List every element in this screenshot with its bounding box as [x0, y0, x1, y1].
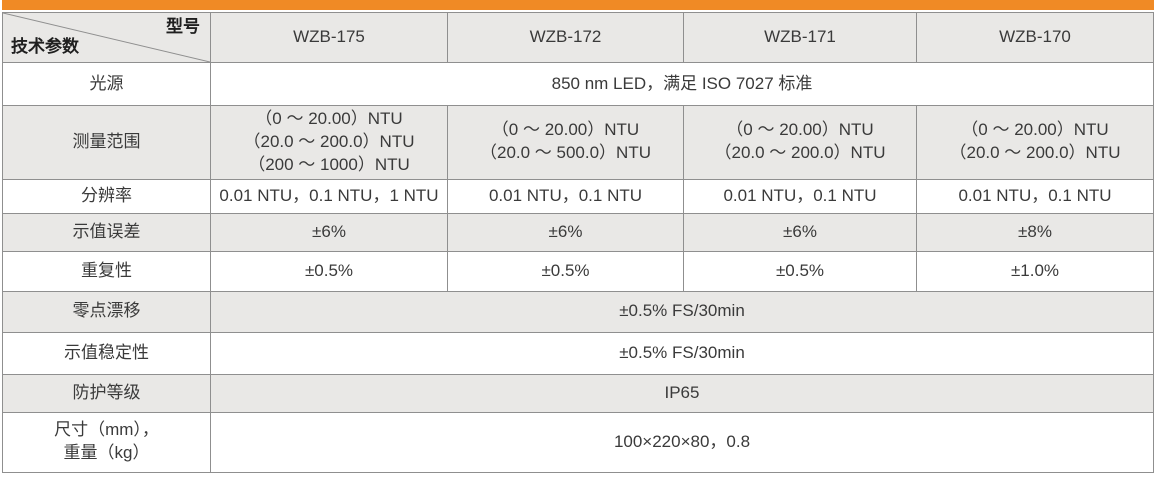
model-header: WZB-171	[683, 12, 917, 63]
accent-bar	[2, 0, 1154, 10]
model-header: WZB-170	[916, 12, 1154, 63]
spec-value-line: （0 ～ 20.00）NTU	[726, 120, 874, 140]
table-row: 光源 850 nm LED，满足 ISO 7027 标准	[2, 62, 1154, 106]
spec-value-line: （20.0 ～ 200.0）NTU	[714, 143, 886, 163]
row-label: 测量范围	[2, 105, 211, 180]
spec-value-span: IP65	[210, 373, 1154, 413]
spec-value-line: 0.01 NTU，0.1 NTU，1 NTU	[219, 185, 439, 205]
table-row: 防护等级 IP65	[2, 373, 1154, 413]
spec-value-span: 100×220×80，0.8	[210, 411, 1154, 473]
spec-value-line: （20.0 ～ 200.0）NTU	[949, 143, 1121, 163]
spec-value-line: 850 nm LED，满足 ISO 7027 标准	[551, 73, 813, 93]
spec-value-line: ±0.5%	[304, 260, 354, 280]
spec-value: 0.01 NTU，0.1 NTU	[447, 178, 684, 214]
model-header: WZB-172	[447, 12, 684, 63]
spec-value-line: 0.01 NTU，0.1 NTU	[488, 185, 643, 205]
spec-value-span: ±0.5% FS/30min	[210, 290, 1154, 333]
spec-value-line: 100×220×80，0.8	[613, 431, 751, 451]
spec-value-line: IP65	[664, 382, 700, 402]
spec-value: ±8%	[916, 212, 1154, 252]
header-row: 型号 技术参数 WZB-175 WZB-172 WZB-171 WZB-170	[2, 12, 1154, 63]
spec-table: 型号 技术参数 WZB-175 WZB-172 WZB-171 WZB-170 光源 8…	[2, 12, 1154, 473]
spec-value: （0 ～ 20.00）NTU （20.0 ～ 200.0）NTU （200 ～ 10…	[210, 105, 448, 180]
row-label-line: 测量范围	[72, 131, 141, 151]
spec-value: 0.01 NTU，0.1 NTU	[683, 178, 917, 214]
spec-value: ±6%	[210, 212, 448, 252]
row-label: 示值误差	[2, 212, 211, 252]
table-row: 示值误差 ±6% ±6% ±6% ±8%	[2, 212, 1154, 252]
spec-value: ±0.5%	[210, 250, 448, 292]
spec-value-line: （0 ～ 20.00）NTU	[255, 109, 403, 128]
row-label: 防护等级	[2, 373, 211, 413]
spec-value-line: ±6%	[783, 221, 817, 241]
spec-value-line: ±6%	[548, 221, 583, 241]
row-label-line: 示值稳定性	[64, 342, 149, 362]
spec-value-line: ±0.5%	[541, 260, 590, 280]
spec-value: （0 ～ 20.00）NTU （20.0 ～ 500.0）NTU	[447, 105, 684, 180]
spec-value-line: ±0.5% FS/30min	[619, 301, 745, 321]
spec-value-line: （200 ～ 1000）NTU	[248, 154, 410, 174]
table-row: 重复性 ±0.5% ±0.5% ±0.5% ±1.0%	[2, 250, 1154, 292]
row-label-line: 重复性	[81, 260, 132, 280]
spec-value-line: ±0.5%	[775, 260, 825, 280]
spec-value: ±6%	[683, 212, 917, 252]
spec-value-line: 0.01 NTU，0.1 NTU	[958, 185, 1112, 205]
spec-value: ±6%	[447, 212, 684, 252]
table-row: 测量范围 （0 ～ 20.00）NTU （20.0 ～ 200.0）NTU （200 …	[2, 105, 1154, 180]
corner-label-parameters: 技术参数	[11, 37, 79, 57]
corner-label-model: 型号	[166, 17, 200, 36]
spec-value-line: （20.0 ～ 200.0）NTU	[243, 131, 415, 151]
corner-cell: 型号 技术参数	[2, 12, 211, 63]
row-label-line: 尺寸（mm），	[54, 420, 159, 440]
spec-value: ±1.0%	[916, 250, 1154, 292]
row-label: 示值稳定性	[2, 331, 211, 375]
spec-value: 0.01 NTU，0.1 NTU	[916, 178, 1154, 214]
spec-value: 0.01 NTU，0.1 NTU，1 NTU	[210, 178, 448, 214]
row-label-line: 光源	[89, 73, 124, 93]
spec-value-line: ±0.5% FS/30min	[619, 342, 745, 362]
spec-value-line: （20.0 ～ 500.0）NTU	[479, 143, 651, 163]
row-label-line: 分辨率	[81, 185, 132, 205]
row-label-line: 防护等级	[72, 382, 141, 402]
table-row: 分辨率 0.01 NTU，0.1 NTU，1 NTU 0.01 NTU，0.1 NT…	[2, 178, 1154, 214]
row-label: 尺寸（mm）， 重量（kg）	[2, 411, 211, 473]
model-header: WZB-175	[210, 12, 448, 63]
row-label-line: 零点漂移	[72, 301, 141, 321]
spec-value-line: ±1.0%	[1010, 260, 1060, 280]
spec-value-line: 0.01 NTU，0.1 NTU	[723, 185, 877, 205]
spec-value: ±0.5%	[447, 250, 684, 292]
spec-value-span: 850 nm LED，满足 ISO 7027 标准	[210, 62, 1154, 106]
row-label: 重复性	[2, 250, 211, 292]
spec-value: ±0.5%	[683, 250, 917, 292]
row-label-line: 示值误差	[72, 221, 141, 241]
diagonal-divider	[3, 13, 210, 62]
row-label: 分辨率	[2, 178, 211, 214]
spec-value-line: ±6%	[312, 221, 346, 241]
spec-value: （0 ～ 20.00）NTU （20.0 ～ 200.0）NTU	[683, 105, 917, 180]
spec-value-span: ±0.5% FS/30min	[210, 331, 1154, 375]
table-row: 尺寸（mm）， 重量（kg） 100×220×80，0.8	[2, 411, 1154, 473]
row-label-line: 重量（kg）	[63, 443, 150, 463]
spec-value-line: ±8%	[1018, 221, 1052, 241]
row-label: 零点漂移	[2, 290, 211, 333]
spec-value: （0 ～ 20.00）NTU （20.0 ～ 200.0）NTU	[916, 105, 1154, 180]
spec-value-line: （0 ～ 20.00）NTU	[491, 120, 640, 140]
row-label: 光源	[2, 62, 211, 106]
table-row: 零点漂移 ±0.5% FS/30min	[2, 290, 1154, 333]
spec-value-line: （0 ～ 20.00）NTU	[961, 120, 1109, 140]
table-row: 示值稳定性 ±0.5% FS/30min	[2, 331, 1154, 375]
